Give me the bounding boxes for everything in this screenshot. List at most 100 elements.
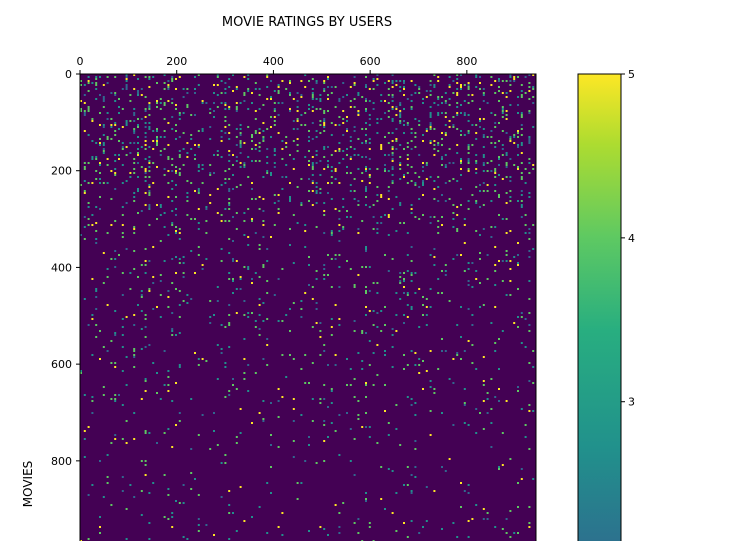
heatmap-cell bbox=[501, 92, 504, 94]
heatmap-cell bbox=[110, 362, 113, 364]
heatmap-cell bbox=[266, 148, 269, 150]
heatmap-cell bbox=[137, 124, 139, 126]
heatmap-cell bbox=[338, 150, 341, 152]
heatmap-cell bbox=[368, 148, 371, 150]
heatmap-cell bbox=[467, 170, 470, 172]
heatmap-cell bbox=[494, 190, 497, 192]
heatmap-cell bbox=[387, 154, 390, 156]
heatmap-cell bbox=[178, 154, 181, 156]
heatmap-cell bbox=[323, 112, 326, 114]
heatmap-cell bbox=[152, 130, 155, 132]
heatmap-cell bbox=[376, 326, 379, 328]
heatmap-cell bbox=[437, 104, 440, 106]
heatmap-cell bbox=[444, 132, 447, 134]
heatmap-cell bbox=[365, 492, 367, 494]
heatmap-cell bbox=[520, 468, 523, 470]
heatmap-cell bbox=[315, 308, 318, 310]
y-axis-label: MOVIES bbox=[21, 461, 35, 508]
heatmap-cell bbox=[528, 280, 531, 282]
heatmap-cell bbox=[418, 288, 421, 290]
heatmap-cell bbox=[148, 194, 151, 196]
heatmap-cell bbox=[391, 74, 394, 76]
heatmap-cell bbox=[406, 316, 409, 318]
heatmap-cell bbox=[308, 436, 310, 438]
heatmap-cell bbox=[460, 306, 462, 308]
heatmap-cell bbox=[213, 430, 215, 432]
heatmap-cell bbox=[349, 460, 352, 462]
heatmap-cell bbox=[144, 336, 147, 338]
heatmap-cell bbox=[159, 274, 162, 276]
heatmap-cell bbox=[365, 286, 367, 288]
heatmap-cell bbox=[83, 180, 86, 182]
heatmap-cell bbox=[376, 132, 379, 134]
heatmap-cell bbox=[228, 512, 231, 514]
heatmap-cell bbox=[524, 168, 527, 170]
heatmap-cell bbox=[463, 350, 466, 352]
heatmap-cell bbox=[152, 308, 155, 310]
heatmap-cell bbox=[95, 230, 98, 232]
heatmap-cell bbox=[429, 410, 432, 412]
heatmap-cell bbox=[365, 196, 367, 198]
heatmap-cell bbox=[505, 532, 508, 534]
heatmap-cell bbox=[266, 260, 269, 262]
heatmap-cell bbox=[315, 278, 318, 280]
heatmap-cell bbox=[285, 142, 288, 144]
heatmap-cell bbox=[296, 106, 299, 108]
heatmap-cell bbox=[437, 278, 440, 280]
heatmap-cell bbox=[308, 264, 310, 266]
heatmap-cell bbox=[387, 190, 390, 192]
heatmap-cell bbox=[418, 186, 421, 188]
heatmap-cell bbox=[524, 232, 527, 234]
heatmap-cell bbox=[281, 188, 284, 190]
heatmap-cell bbox=[258, 108, 261, 110]
heatmap-cell bbox=[91, 314, 94, 316]
heatmap-cell bbox=[342, 96, 345, 98]
heatmap-cell bbox=[144, 326, 147, 328]
heatmap-cell bbox=[315, 98, 318, 100]
heatmap-cell bbox=[441, 224, 443, 226]
heatmap-cell bbox=[228, 86, 231, 88]
heatmap-cell bbox=[137, 136, 139, 138]
heatmap-cell bbox=[365, 128, 367, 130]
heatmap-cell bbox=[171, 128, 174, 130]
heatmap-cell bbox=[254, 144, 257, 146]
heatmap-cell bbox=[83, 190, 86, 192]
heatmap-cell bbox=[91, 396, 94, 398]
heatmap-cell bbox=[247, 126, 250, 128]
heatmap-cell bbox=[289, 244, 291, 246]
heatmap-cell bbox=[460, 188, 462, 190]
heatmap-cell bbox=[327, 192, 329, 194]
heatmap-cell bbox=[80, 108, 82, 110]
heatmap-cell bbox=[365, 134, 367, 136]
heatmap-cell bbox=[391, 80, 394, 82]
heatmap-cell bbox=[528, 362, 531, 364]
heatmap-cell bbox=[353, 130, 356, 132]
heatmap-cell bbox=[479, 108, 481, 110]
heatmap-cell bbox=[368, 158, 371, 160]
heatmap-cell bbox=[80, 184, 82, 186]
heatmap-cell bbox=[391, 346, 394, 348]
heatmap-cell bbox=[387, 198, 390, 200]
heatmap-cell bbox=[456, 324, 459, 326]
heatmap-cell bbox=[475, 408, 478, 410]
heatmap-cell bbox=[224, 88, 227, 90]
heatmap-cell bbox=[296, 128, 299, 130]
heatmap-cell bbox=[300, 368, 303, 370]
heatmap-cell bbox=[323, 232, 326, 234]
heatmap-cell bbox=[467, 162, 470, 164]
heatmap-cell bbox=[144, 108, 147, 110]
heatmap-cell bbox=[482, 204, 485, 206]
heatmap-cell bbox=[376, 442, 379, 444]
heatmap-cell bbox=[281, 396, 284, 398]
heatmap-cell bbox=[452, 204, 455, 206]
heatmap-cell bbox=[110, 504, 113, 506]
heatmap-cell bbox=[384, 154, 386, 156]
heatmap-cell bbox=[494, 270, 497, 272]
heatmap-cell bbox=[152, 276, 155, 278]
heatmap-cell bbox=[494, 264, 497, 266]
heatmap-cell bbox=[273, 166, 276, 168]
heatmap-cell bbox=[289, 354, 291, 356]
heatmap-cell bbox=[410, 166, 413, 168]
heatmap-cell bbox=[190, 250, 193, 252]
heatmap-cell bbox=[498, 214, 500, 216]
